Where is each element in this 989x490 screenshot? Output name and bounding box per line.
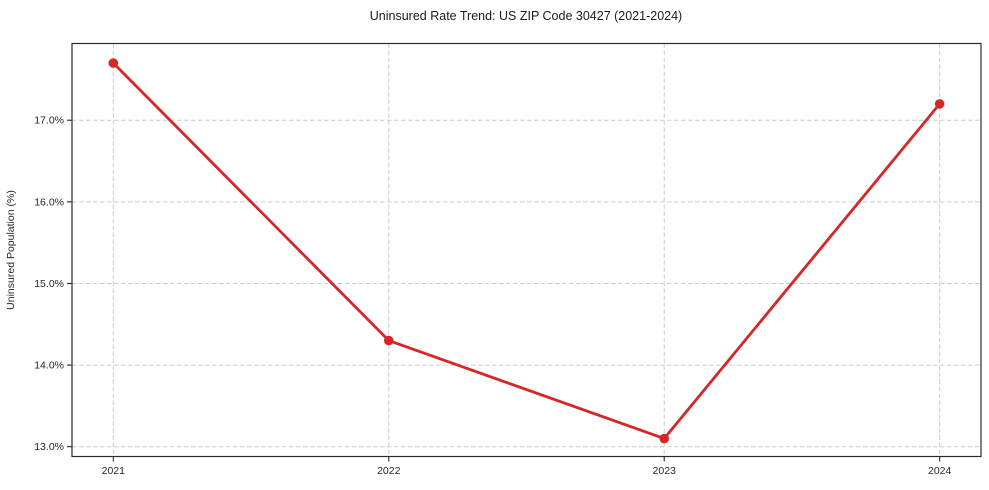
data-point-marker [934, 99, 945, 109]
y-tick-label: 15.0% [34, 278, 64, 290]
trend-line [111, 61, 942, 440]
x-tick-label: 2023 [653, 465, 677, 477]
y-tick-label: 17.0% [34, 115, 64, 127]
x-tick-label: 2022 [377, 465, 401, 477]
plot-area: 13.0% 14.0% 15.0% 16.0% 17.0% 2021 2022 2023 202… [34, 42, 982, 477]
data-point-marker [108, 58, 119, 68]
plot-background [72, 43, 981, 457]
chart-title: Uninsured Rate Trend: US ZIP Code 30427 … [370, 9, 682, 23]
y-axis-label: Uninsured Population (%) [5, 190, 17, 310]
y-tick-label: 13.0% [34, 441, 64, 453]
y-tick-label: 16.0% [34, 196, 64, 208]
data-point-marker [383, 335, 394, 346]
x-tick-label: 2021 [102, 465, 126, 477]
x-tick-label: 2024 [928, 465, 952, 477]
data-point-marker [659, 433, 670, 444]
plot-border [71, 42, 982, 458]
y-tick-label: 14.0% [34, 360, 64, 372]
